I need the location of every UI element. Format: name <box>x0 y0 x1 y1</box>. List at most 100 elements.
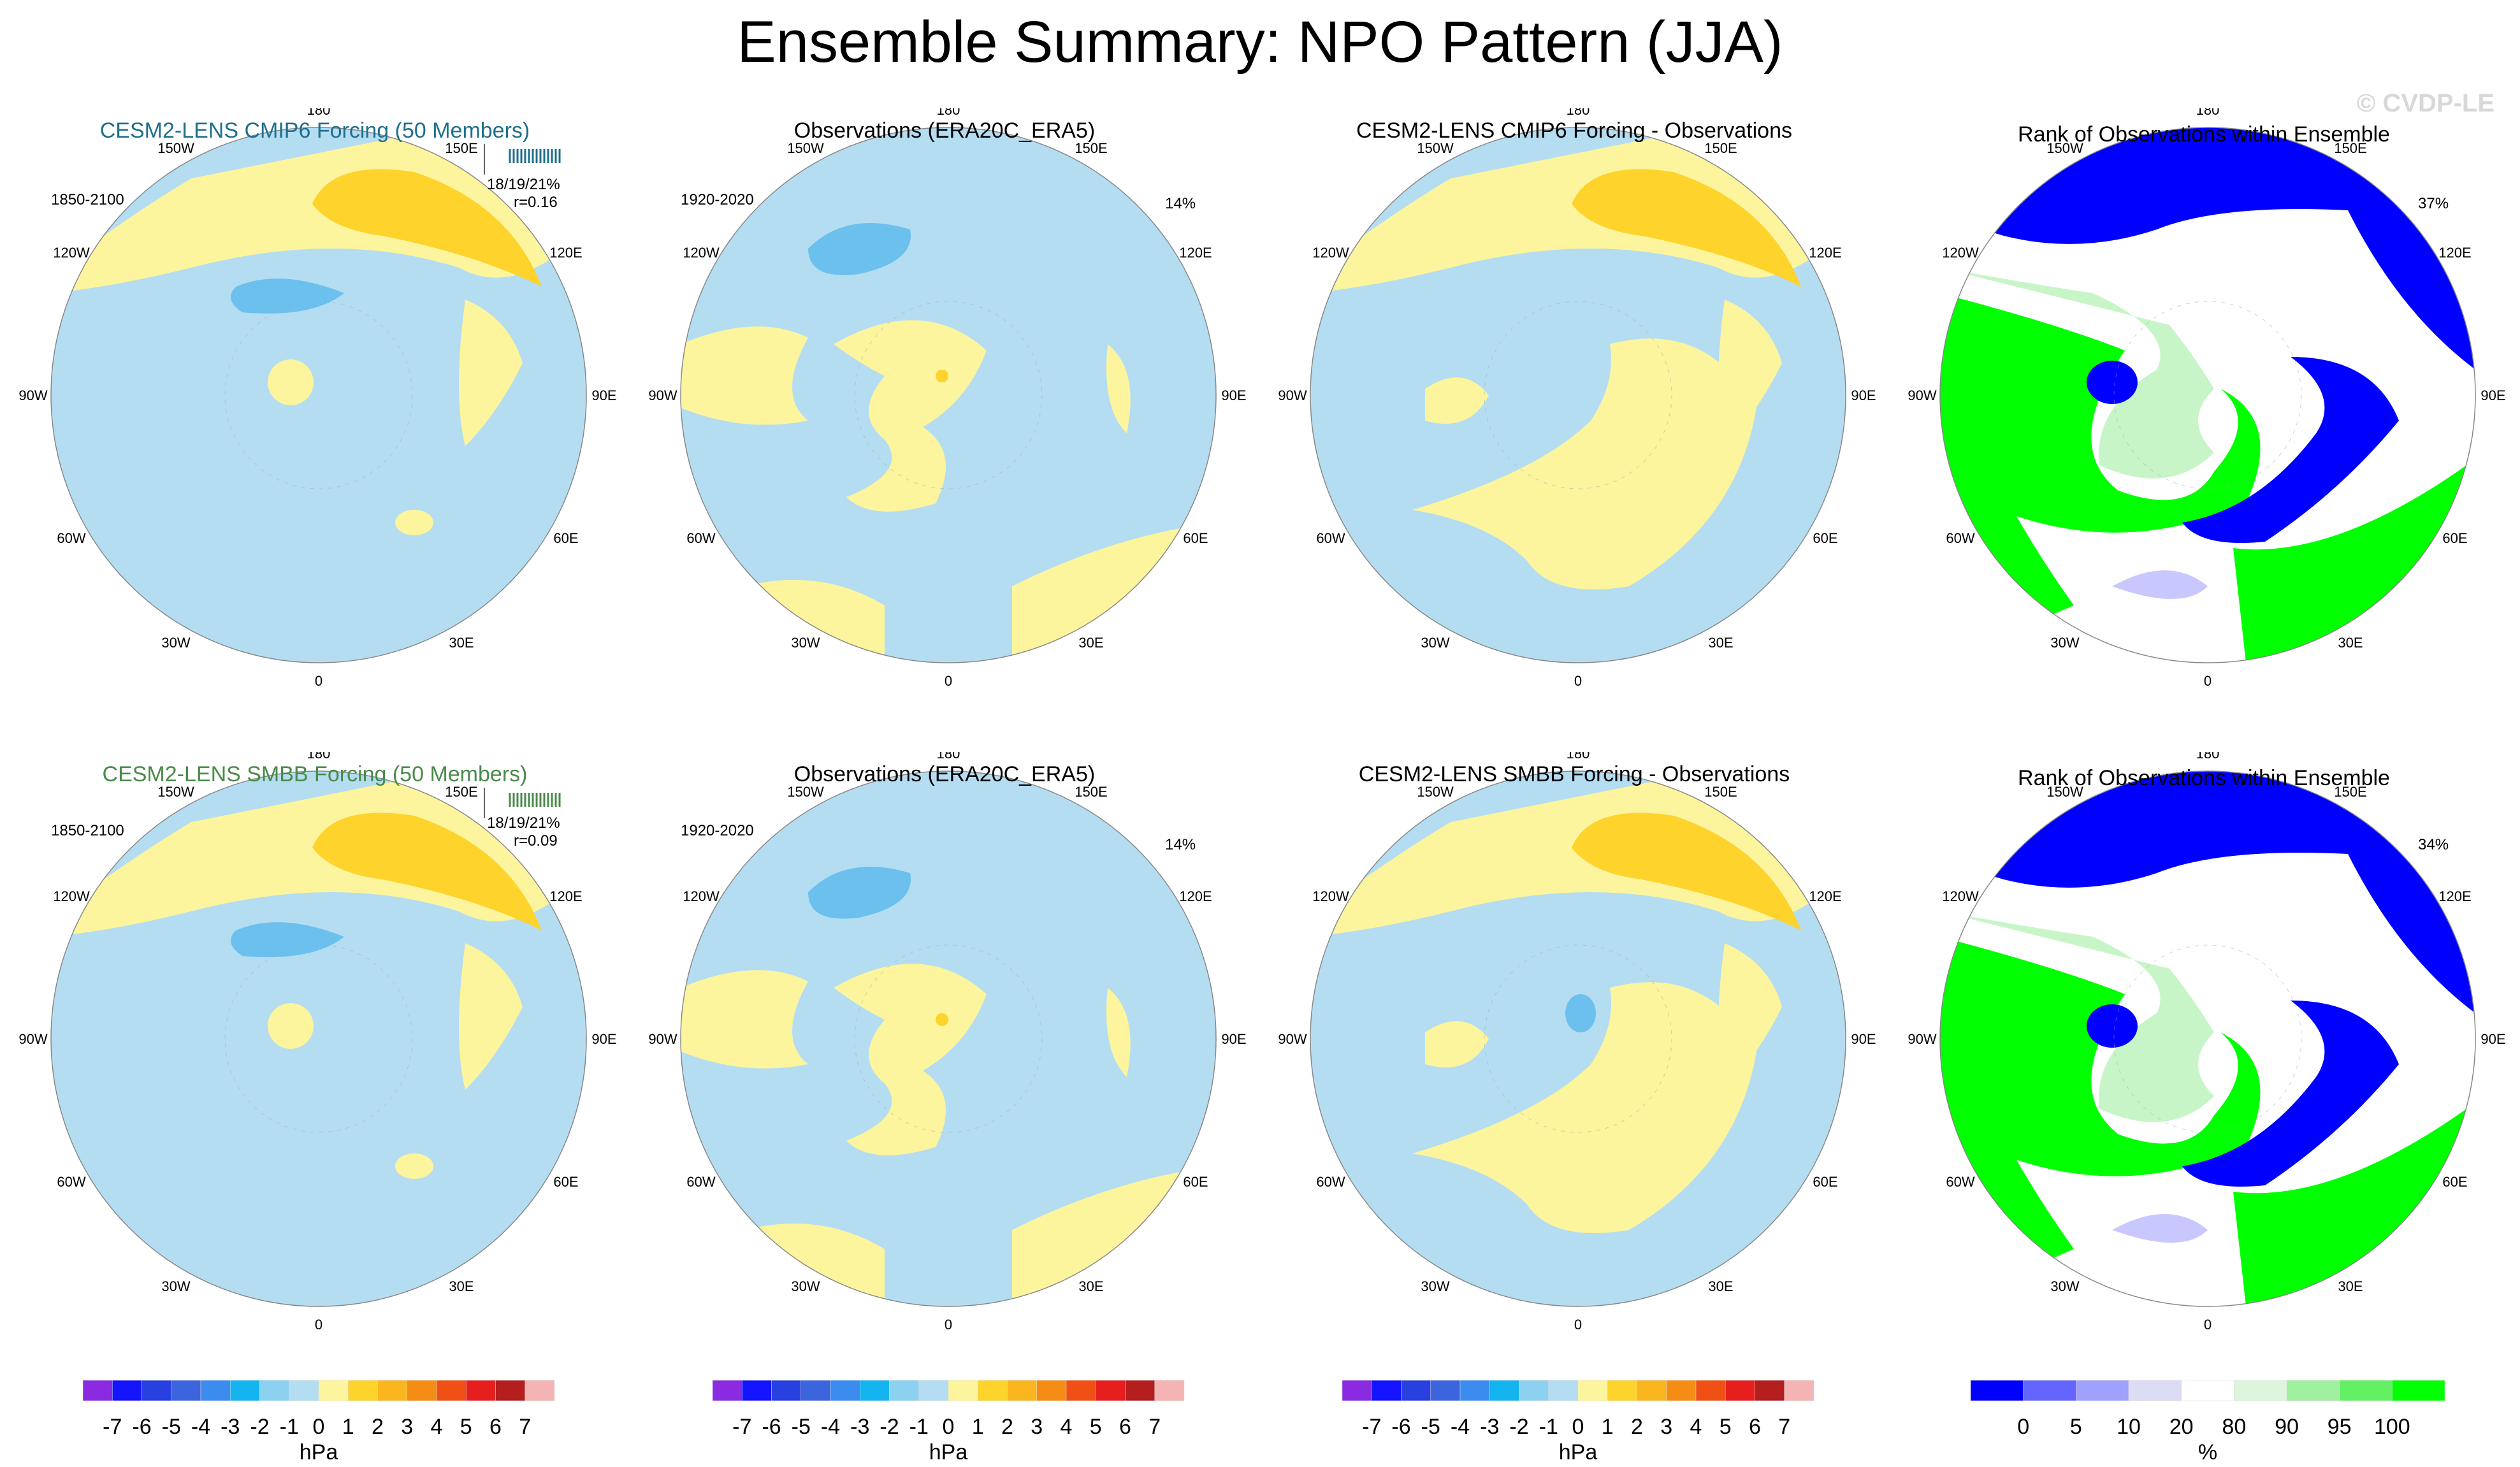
coastline-hint <box>854 944 1043 1133</box>
colorbar-tick: -3 <box>221 1415 240 1439</box>
colorbar-tick: -3 <box>1480 1415 1499 1439</box>
colorbar-tick: -3 <box>850 1415 869 1439</box>
colorbar-swatch <box>289 1380 319 1401</box>
rank-blue-band <box>2182 357 2399 543</box>
colorbar-tick: 5 <box>460 1415 472 1439</box>
map-boundary <box>50 127 587 663</box>
summary-label: 18/19/21% <box>487 814 560 832</box>
colorbar-tick: 100 <box>2374 1415 2410 1439</box>
longitude-label: 90E <box>2480 387 2505 403</box>
colorbar-swatch <box>259 1380 289 1401</box>
longitude-label: 90E <box>1851 1031 1876 1047</box>
longitude-label: 0 <box>1574 673 1582 689</box>
longitude-label: 90E <box>1221 387 1246 403</box>
colorbar-swatch <box>2128 1380 2182 1401</box>
coastline-hint <box>2113 944 2302 1133</box>
colorbar-tick: -5 <box>1421 1415 1440 1439</box>
longitude-label: 60E <box>2442 530 2467 546</box>
colorbar-swatch <box>407 1380 437 1401</box>
map-boundary <box>1939 770 2476 1307</box>
colorbar-swatch <box>112 1380 142 1401</box>
longitude-label: 150E <box>1704 784 1737 800</box>
colorbar-swatch <box>948 1380 978 1401</box>
coastline-hint <box>224 301 413 489</box>
longitude-label: 60E <box>553 1174 578 1190</box>
longitude-label: 30E <box>1708 1278 1733 1294</box>
rank-above-region <box>1940 937 2261 1306</box>
colorbar-tick: -1 <box>1539 1415 1558 1439</box>
map-boundary <box>50 770 587 1307</box>
map-r1c3: 180 150E 120E 90E 60E 30E 0 30W 60W 90W 120W 150W <box>1278 108 1876 689</box>
longitude-label: 0 <box>2204 673 2212 689</box>
positive-small <box>395 510 433 535</box>
period-label: 1850-2100 <box>51 191 124 208</box>
colorbar-unit: hPa <box>1559 1440 1598 1464</box>
colorbar-tick: -2 <box>880 1415 899 1439</box>
colorbar-unit: hPa <box>929 1440 968 1464</box>
longitude-label: 90W <box>18 1031 47 1047</box>
map-fill <box>1940 127 2475 663</box>
panel-r2c1: 180 150E 120E 90E 60E 30E 0 30W 60W 90W 120W 150W C… <box>0 752 630 1396</box>
longitude-label: 150E <box>445 140 477 156</box>
colorbar-unit: % <box>2198 1440 2217 1464</box>
longitude-label: 90W <box>648 1031 677 1047</box>
longitude-label: 30W <box>2050 635 2079 651</box>
panel-r1c1: 180 150E 120E 90E 60E 30E 0 30W 60W 90W 120W 150W C… <box>0 108 630 752</box>
colorbar-swatch <box>2023 1380 2076 1401</box>
longitude-label: 90E <box>2480 1031 2505 1047</box>
longitude-label: 120E <box>1809 245 1841 261</box>
longitude-label: 180 <box>307 752 331 762</box>
colorbar-tick: 7 <box>1778 1415 1790 1439</box>
colorbar-tick: 3 <box>1031 1415 1043 1439</box>
colorbar-tick: 20 <box>2169 1415 2194 1439</box>
panel-title: CESM2-LENS CMIP6 Forcing (50 Members) <box>99 119 530 143</box>
longitude-label: 30W <box>1421 635 1449 651</box>
colorbar-swatch <box>200 1380 231 1401</box>
longitude-label: 60W <box>1946 1174 1974 1190</box>
colorbar-swatch <box>2234 1380 2287 1401</box>
colorbar-swatch <box>712 1380 742 1401</box>
correlation-label: r=0.16 <box>514 194 558 211</box>
rank-small-blue <box>2087 361 2138 404</box>
colorbar-swatch <box>1007 1380 1037 1401</box>
negative-core <box>231 922 344 957</box>
colorbar-swatch <box>436 1380 467 1401</box>
rank-small-blue <box>2087 1004 2138 1048</box>
colorbar-unit: hPa <box>300 1440 338 1464</box>
colorbar-swatch <box>171 1380 201 1401</box>
map-r2c3: 180 150E 120E 90E 60E 30E 0 30W 60W 90W 120W 150W <box>1278 752 1876 1333</box>
map-r2c2: 180 150E 120E 90E 60E 30E 0 30W 60W 90W 120W 150W <box>648 752 1246 1333</box>
longitude-label: 0 <box>315 1317 322 1333</box>
colorbar-swatch <box>525 1380 555 1401</box>
map-boundary <box>1310 770 1846 1307</box>
map-boundary <box>680 770 1217 1307</box>
colorbar-swatch <box>2286 1380 2340 1401</box>
longitude-label: 150E <box>2334 784 2366 800</box>
longitude-label: 180 <box>2196 108 2220 118</box>
longitude-label: 120W <box>1312 888 1349 904</box>
colorbar-swatch <box>1607 1380 1637 1401</box>
longitude-label: 30E <box>1078 635 1103 651</box>
period-label: 1850-2100 <box>51 822 124 839</box>
longitude-label: 0 <box>2204 1317 2212 1333</box>
longitude-label: 150W <box>787 140 824 156</box>
positive-dot <box>936 1013 948 1026</box>
colorbar-swatch <box>1125 1380 1155 1401</box>
map-fill <box>51 127 586 663</box>
correlation-label: r=0.09 <box>514 832 558 849</box>
coastline-hint <box>2113 301 2302 489</box>
colorbar-tick: -2 <box>1509 1415 1528 1439</box>
colorbar-3: -7 -6 -5 -4 -3 -2 -1 0 1 2 3 4 5 6 7 hPa <box>1342 1380 1814 1464</box>
colorbar-swatch <box>1755 1380 1785 1401</box>
longitude-label: 60E <box>553 530 578 546</box>
longitude-label: 90W <box>1908 1031 1936 1047</box>
colorbar-swatch <box>830 1380 860 1401</box>
longitude-label: 120E <box>1179 888 1212 904</box>
longitude-label: 30E <box>2338 635 2363 651</box>
longitude-label: 30W <box>1421 1278 1449 1294</box>
percent-label: 14% <box>1165 836 1196 853</box>
panel-r2c3: 180 150E 120E 90E 60E 30E 0 30W 60W 90W 120W 150W C… <box>1259 752 1889 1396</box>
longitude-label: 60W <box>1946 530 1974 546</box>
positive-core <box>312 169 542 287</box>
colorbar-tick: 1 <box>972 1415 984 1439</box>
